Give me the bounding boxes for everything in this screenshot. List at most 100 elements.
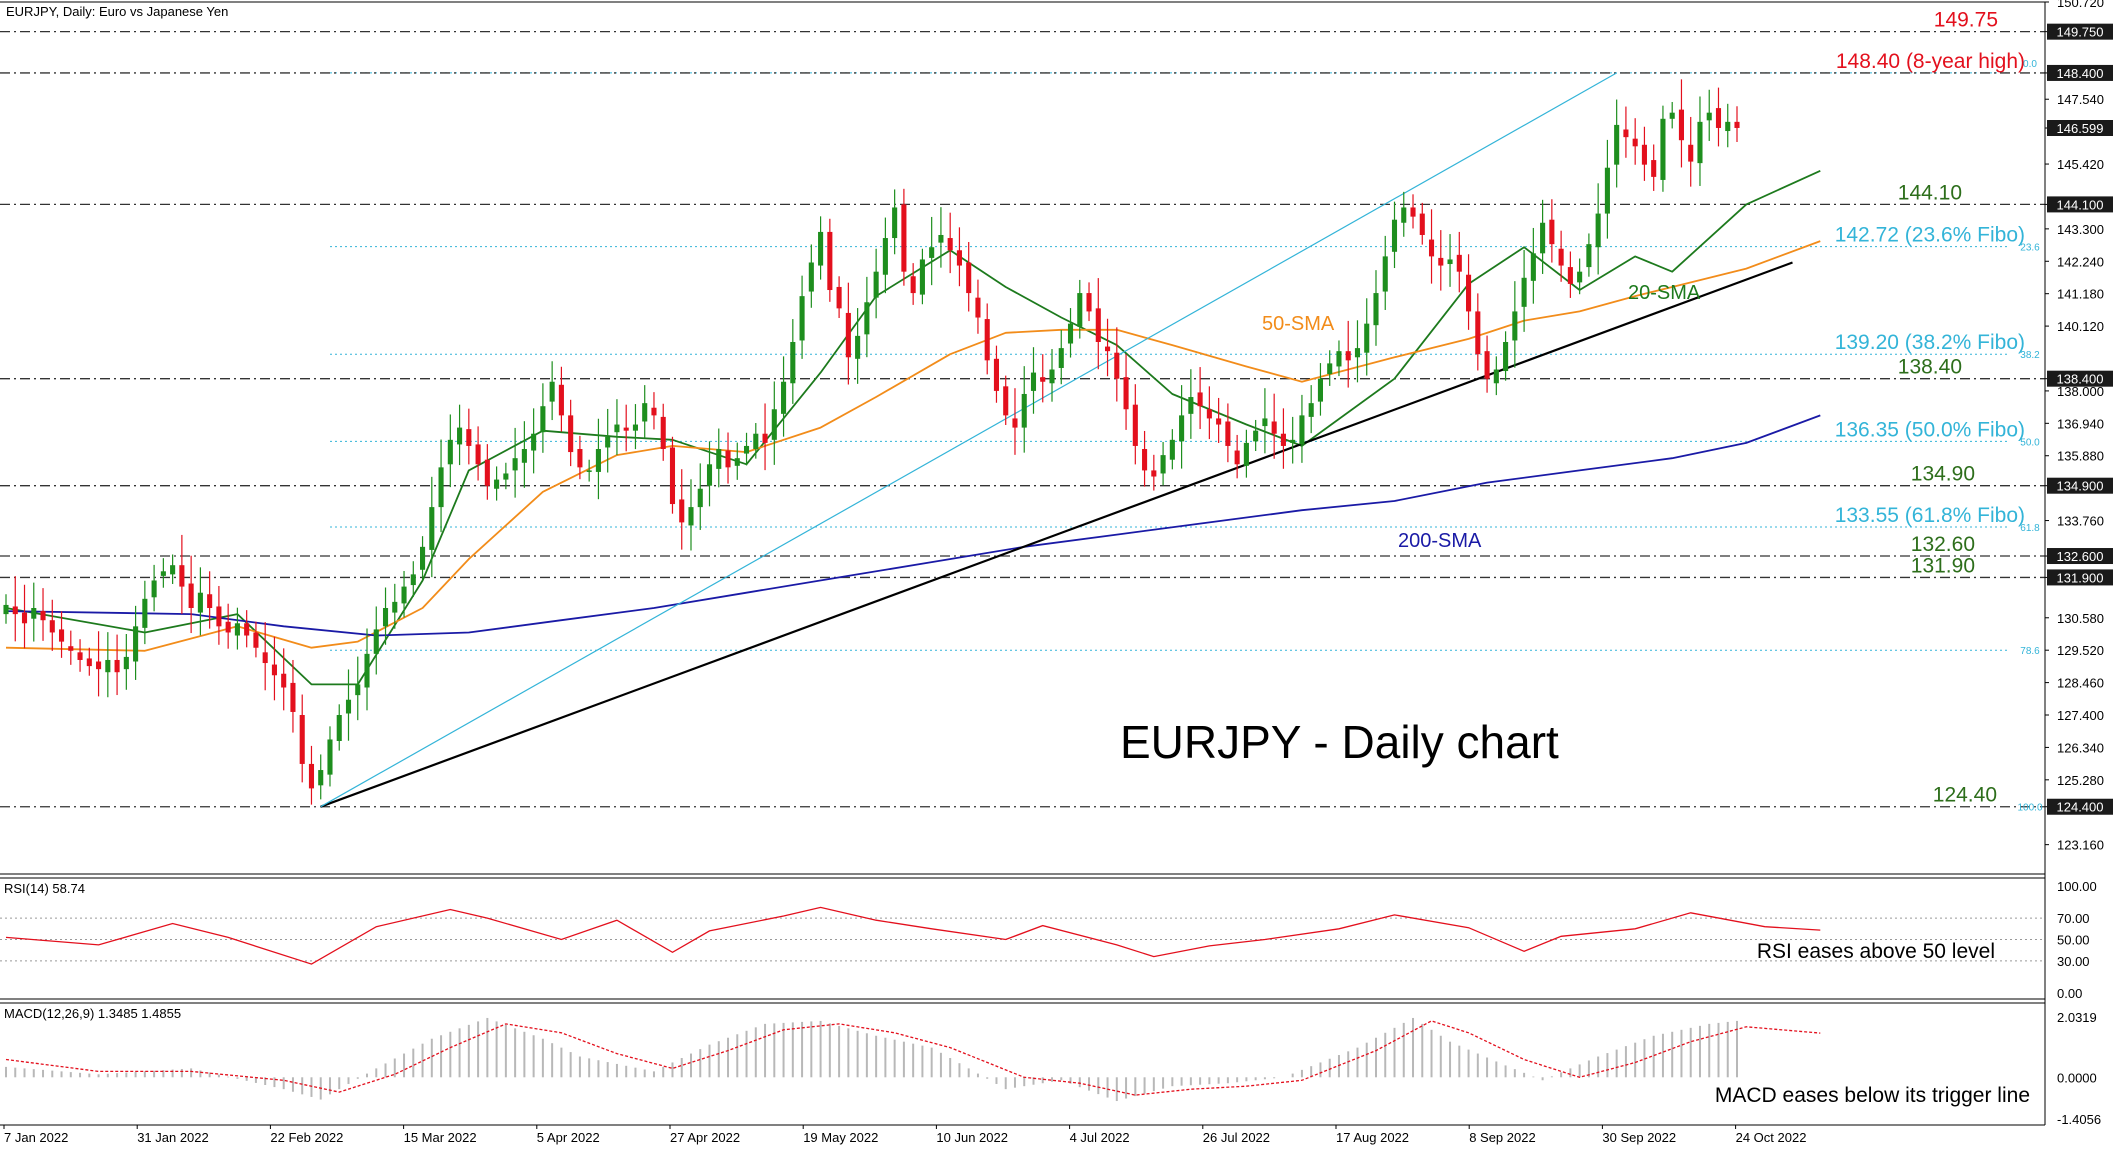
candle-body-35 [327, 739, 333, 775]
candle-body-131 [1216, 418, 1222, 425]
y-tick-label-9: 141.180 [2057, 287, 2104, 302]
x-tick-label-1: 31 Jan 2022 [137, 1130, 209, 1145]
candle-body-178 [1651, 160, 1657, 177]
x-tick-label-10: 17 Aug 2022 [1336, 1130, 1409, 1145]
candle-body-26 [244, 623, 250, 636]
series-trendline [320, 261, 1793, 808]
y-tick-label-0: 150.720 [2057, 0, 2104, 10]
candle-body-76 [706, 464, 713, 486]
candle-body-38 [355, 684, 361, 696]
candle-body-177 [1641, 144, 1647, 165]
candle-body-16 [151, 580, 157, 598]
chart-title-annotation: EURJPY - Daily chart [1120, 716, 1559, 768]
level-tag-12: 124.400 [2057, 800, 2104, 815]
level-tag-0: 149.750 [2057, 25, 2104, 40]
fibo-pct-6: 50.0 [2020, 437, 2040, 448]
candle-body-49 [457, 427, 463, 445]
candle-body-64 [595, 449, 601, 472]
candle-body-19 [179, 565, 185, 587]
candle-body-164 [1521, 277, 1527, 307]
fibo-pct-11: 78.6 [2020, 646, 2040, 657]
candle-body-12 [114, 659, 120, 673]
candle-body-126 [1169, 439, 1175, 460]
candle-body-104 [966, 262, 972, 294]
candle-body-21 [197, 592, 203, 613]
level-tag-box-9 [2047, 548, 2113, 565]
rsi-tick-label-4: 0.00 [2057, 986, 2082, 1001]
candle-body-57 [531, 433, 537, 451]
fibo-pct-4: 38.2 [2020, 350, 2040, 361]
rsi-tick-label-3: 30.00 [2057, 954, 2090, 969]
candle-body-20 [188, 583, 194, 608]
candle-body-41 [382, 607, 389, 627]
candle-body-163 [1512, 311, 1518, 341]
level-label-10: 131.90 [1911, 554, 1975, 577]
candle-body-185 [1715, 108, 1722, 128]
candle-body-172 [1595, 213, 1601, 248]
candle-body-85 [790, 341, 796, 384]
level-tag-5: 138.400 [2057, 372, 2104, 387]
rsi-tick-label-1: 70.00 [2057, 911, 2090, 926]
x-tick-label-5: 27 Apr 2022 [670, 1130, 740, 1145]
level-tag-7: 134.900 [2057, 479, 2104, 494]
candle-body-150 [1391, 219, 1398, 252]
candle-body-44 [410, 574, 416, 586]
candle-body-2 [21, 612, 28, 624]
candle-body-139 [1290, 439, 1296, 443]
candle-body-79 [734, 458, 740, 466]
candle-body-180 [1669, 112, 1675, 119]
candle-body-162 [1503, 341, 1509, 372]
y-tick-label-20: 129.520 [2057, 643, 2104, 658]
candle-body-183 [1697, 121, 1703, 164]
level-tag-2: 144.100 [2057, 197, 2104, 212]
candle-body-122 [1132, 404, 1138, 446]
candle-body-149 [1382, 256, 1388, 292]
candle-body-151 [1401, 207, 1407, 223]
candle-body-127 [1179, 415, 1185, 442]
candle-body-51 [475, 444, 481, 465]
y-tick-label-7: 143.300 [2057, 222, 2104, 237]
candle-body-89 [827, 231, 833, 291]
candle-body-39 [364, 653, 370, 688]
candle-body-70 [651, 407, 657, 416]
y-tick-label-24: 125.280 [2057, 773, 2104, 788]
candle-body-95 [882, 238, 888, 275]
level-label-1: 148.40 (8-year high) [1836, 50, 2025, 73]
level-tag-box-5 [2047, 370, 2113, 387]
candle-body-11 [105, 659, 111, 673]
y-tick-label-26: 123.160 [2057, 838, 2104, 853]
candle-body-170 [1577, 271, 1583, 283]
series-200-SMA [5, 414, 1821, 637]
candle-body-68 [632, 424, 639, 431]
macd-annotation: MACD eases below its trigger line [1715, 1084, 2030, 1107]
candle-body-31 [290, 682, 296, 712]
candle-body-135 [1253, 430, 1259, 442]
rsi-line [5, 906, 1821, 965]
y-tick-label-3: 147.540 [2057, 92, 2104, 107]
candle-body-143 [1327, 363, 1333, 375]
candle-body-148 [1373, 293, 1379, 326]
candle-body-77 [716, 449, 722, 469]
y-tick-label-12: 138.000 [2057, 384, 2104, 399]
candle-body-169 [1567, 267, 1573, 284]
price-tag-box [2047, 119, 2113, 136]
candle-body-27 [253, 632, 259, 648]
candle-body-78 [725, 450, 731, 468]
candle-body-46 [429, 507, 435, 550]
candle-body-0 [3, 604, 9, 615]
series-50-SMA [5, 240, 1821, 652]
candle-body-74 [688, 507, 694, 526]
candle-body-118 [1095, 308, 1101, 342]
fibo-pct-12: 100.0 [2017, 803, 2042, 814]
candle-body-120 [1114, 352, 1120, 379]
level-label-8: 133.55 (61.8% Fibo) [1835, 504, 2025, 527]
rsi-tick-label-2: 50.00 [2057, 933, 2090, 948]
candle-body-87 [808, 262, 814, 292]
y-tick-label-23: 126.340 [2057, 740, 2104, 755]
candle-body-4 [40, 611, 46, 621]
candle-body-40 [373, 629, 379, 654]
candle-body-166 [1540, 222, 1546, 254]
candle-body-101 [938, 234, 944, 243]
y-tick-label-10: 140.120 [2057, 319, 2104, 334]
